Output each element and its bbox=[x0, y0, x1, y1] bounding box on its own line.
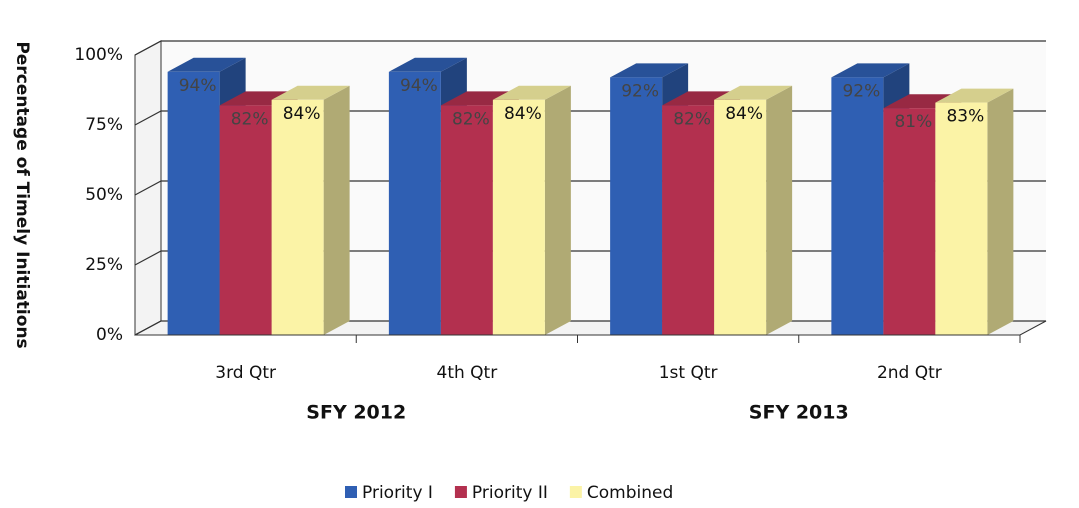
value-label: 94% bbox=[400, 76, 438, 96]
x-tick-label: 4th Qtr bbox=[437, 363, 498, 383]
bar-top bbox=[935, 88, 1014, 103]
bar bbox=[492, 99, 545, 335]
value-label: 84% bbox=[725, 104, 763, 124]
bar-side bbox=[766, 85, 793, 335]
bar-top bbox=[388, 57, 467, 72]
y-tick-label: 100% bbox=[74, 45, 123, 65]
value-label: 82% bbox=[452, 109, 490, 129]
bar-top bbox=[167, 57, 246, 72]
bar-top bbox=[714, 85, 793, 100]
bar bbox=[219, 105, 272, 336]
bar bbox=[271, 99, 324, 335]
bar-top bbox=[831, 63, 910, 78]
value-label: 84% bbox=[283, 104, 321, 124]
legend-swatch bbox=[345, 486, 357, 498]
bar-side bbox=[987, 88, 1014, 335]
bar bbox=[714, 99, 767, 335]
value-label: 84% bbox=[504, 104, 542, 124]
value-label: 92% bbox=[621, 81, 659, 101]
bar bbox=[935, 102, 988, 335]
legend-label: Combined bbox=[587, 483, 673, 503]
bar bbox=[610, 77, 663, 336]
value-label: 82% bbox=[231, 109, 269, 129]
bar-side bbox=[544, 85, 571, 335]
grid-line bbox=[134, 40, 1046, 56]
x-tick-label: 3rd Qtr bbox=[215, 363, 276, 383]
group-label: SFY 2012 bbox=[306, 402, 406, 424]
y-axis-label: Percentage of Timely Initiations bbox=[12, 41, 32, 348]
value-label: 82% bbox=[673, 109, 711, 129]
bar bbox=[831, 77, 884, 336]
bar bbox=[440, 105, 493, 336]
legend-label: Priority II bbox=[472, 483, 548, 503]
value-label: 83% bbox=[946, 107, 984, 127]
legend-label: Priority I bbox=[362, 483, 433, 503]
bar-top bbox=[492, 85, 571, 100]
bar-top bbox=[271, 85, 350, 100]
legend-swatch bbox=[569, 486, 582, 498]
legend-swatch bbox=[454, 486, 467, 498]
y-tick-label: 25% bbox=[85, 255, 123, 275]
bar-side bbox=[323, 85, 350, 335]
bar bbox=[662, 105, 715, 336]
bar-top bbox=[610, 63, 689, 78]
group-label: SFY 2013 bbox=[749, 402, 849, 424]
y-tick-label: 0% bbox=[96, 325, 123, 345]
bar bbox=[388, 71, 441, 336]
bar bbox=[883, 108, 936, 335]
y-tick-label: 50% bbox=[85, 185, 123, 205]
value-label: 81% bbox=[894, 112, 932, 132]
value-label: 92% bbox=[842, 81, 880, 101]
bar bbox=[167, 71, 220, 336]
y-tick-label: 75% bbox=[85, 115, 123, 135]
value-label: 94% bbox=[179, 76, 217, 96]
x-tick-label: 1st Qtr bbox=[659, 363, 718, 383]
x-tick-label: 2nd Qtr bbox=[877, 363, 942, 383]
